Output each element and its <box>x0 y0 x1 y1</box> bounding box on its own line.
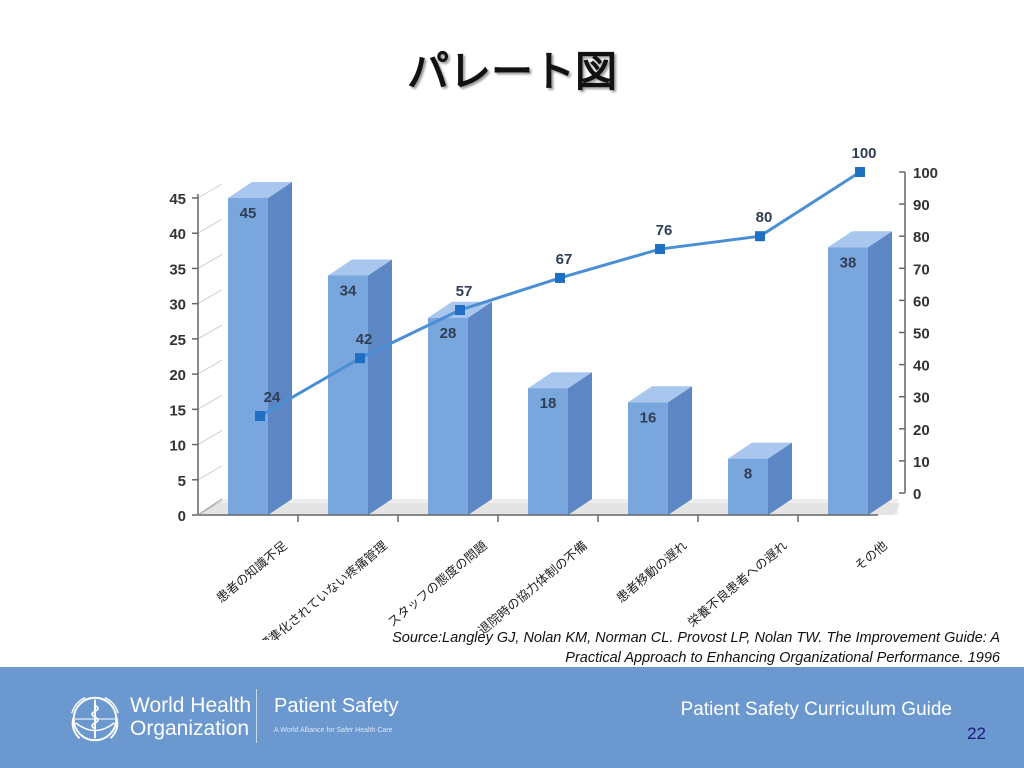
bar-value-label-1: 34 <box>340 282 357 299</box>
right-tick-label-40: 40 <box>913 358 930 375</box>
category-label-5: 栄養不良患者への遅れ <box>685 537 791 629</box>
left-gridline-25 <box>197 324 223 340</box>
category-label-2: スタッフの態度の問題 <box>385 537 491 629</box>
left-gridline-10 <box>197 430 223 445</box>
category-label-0: 患者の知識不足 <box>213 537 290 605</box>
chart-bars <box>228 182 892 516</box>
x-axis-depth <box>197 498 223 516</box>
chart-cumulative-line <box>255 167 865 421</box>
cumulative-label-3: 67 <box>556 251 573 268</box>
cumulative-point-3 <box>555 272 565 283</box>
bar-value-label-6: 38 <box>840 254 857 271</box>
right-tick-label-30: 30 <box>913 390 930 407</box>
left-gridline-35 <box>197 254 223 269</box>
left-gridline-30 <box>197 289 223 305</box>
right-tick-label-70: 70 <box>913 261 930 278</box>
right-tick-label-80: 80 <box>913 229 930 246</box>
cumulative-point-5 <box>755 231 765 242</box>
cumulative-label-2: 57 <box>456 283 473 300</box>
bar-value-label-3: 18 <box>540 395 557 412</box>
who-line-2: Organization <box>130 717 250 740</box>
left-gridline-20 <box>197 359 223 375</box>
bar-side-5 <box>768 442 792 515</box>
category-label-4: 患者移動の遅れ <box>613 537 690 605</box>
right-tick-label-0: 0 <box>913 486 921 503</box>
cumulative-label-5: 80 <box>756 209 773 226</box>
left-tick-label-0: 0 <box>178 508 186 525</box>
bar-value-label-2: 28 <box>440 325 457 342</box>
left-tick-label-25: 25 <box>169 332 186 349</box>
bar-side-2 <box>468 301 492 515</box>
pareto-chart: 0 5 10 15 20 25 30 35 40 45 0 10 20 30 40 50 60 70 80 90 100… <box>169 145 938 640</box>
bar-0 <box>228 198 268 515</box>
page-number: 22 <box>967 724 986 743</box>
chart-axes <box>192 171 906 522</box>
bar-top-3 <box>528 372 592 389</box>
bar-side-0 <box>268 182 292 515</box>
bar-5 <box>728 458 768 515</box>
left-gridline-5 <box>197 465 223 481</box>
source-citation: Source:Langley GJ, Nolan KM, Norman CL. … <box>240 628 1000 668</box>
bar-top-6 <box>828 231 892 248</box>
chart-gridlines <box>197 183 223 516</box>
right-tick-label-10: 10 <box>913 454 930 471</box>
bar-side-1 <box>368 259 392 515</box>
who-emblem-icon <box>71 696 119 742</box>
bar-side-6 <box>868 231 892 516</box>
cumulative-point-2 <box>455 305 465 316</box>
bar-2 <box>428 317 468 515</box>
patient-safety-subtitle: A World Alliance for Safer Health Care <box>274 727 393 734</box>
right-tick-label-90: 90 <box>913 197 930 214</box>
category-label-3: 退院時の協力体制の不備 <box>475 538 590 638</box>
right-tick-label-20: 20 <box>913 422 930 439</box>
bar-side-3 <box>568 372 592 515</box>
category-label-6: その他 <box>852 537 891 573</box>
bar-4 <box>628 402 668 515</box>
who-line-1: World Health <box>130 694 251 717</box>
patient-safety-title: Patient Safety <box>274 695 399 717</box>
cumulative-point-0 <box>255 410 265 421</box>
right-tick-label-60: 60 <box>913 293 930 310</box>
bar-top-5 <box>728 442 792 459</box>
curriculum-guide-label: Patient Safety Curriculum Guide <box>680 699 952 720</box>
source-line-2: Practical Approach to Enhancing Organiza… <box>565 650 1000 666</box>
slide-title: パレート図 <box>406 47 617 96</box>
left-tick-label-5: 5 <box>178 473 186 490</box>
cumulative-label-1: 42 <box>356 331 373 348</box>
bar-1 <box>328 275 368 515</box>
bar-value-label-4: 16 <box>640 409 657 426</box>
bar-side-4 <box>668 386 692 515</box>
bar-value-label-0: 45 <box>240 205 257 222</box>
source-line-1: Source:Langley GJ, Nolan KM, Norman CL. … <box>392 630 1000 646</box>
footer-bar: World Health Organization Patient Safety… <box>0 667 1024 768</box>
left-gridline-40 <box>197 218 223 234</box>
cumulative-label-6: 100 <box>851 145 876 162</box>
footer-divider <box>256 689 257 743</box>
right-tick-label-100: 100 <box>913 165 938 182</box>
left-gridline-15 <box>197 394 223 410</box>
bar-3 <box>528 388 568 515</box>
cumulative-point-4 <box>655 244 665 255</box>
cumulative-point-1 <box>355 353 365 364</box>
left-tick-label-15: 15 <box>169 402 186 419</box>
cumulative-label-0: 24 <box>264 389 281 406</box>
left-tick-label-45: 45 <box>169 191 186 208</box>
left-tick-label-30: 30 <box>169 297 186 314</box>
right-tick-label-50: 50 <box>913 326 930 343</box>
left-tick-label-40: 40 <box>169 226 186 243</box>
who-wordmark: World Health Organization <box>130 694 251 740</box>
left-tick-label-35: 35 <box>169 261 186 278</box>
bar-6 <box>828 247 868 516</box>
left-tick-label-20: 20 <box>169 367 186 384</box>
left-tick-label-10: 10 <box>169 438 186 455</box>
bar-value-label-5: 8 <box>744 466 752 483</box>
bar-top-0 <box>228 182 292 198</box>
bar-top-1 <box>328 259 392 276</box>
bar-top-4 <box>628 386 692 403</box>
cumulative-point-6 <box>855 167 865 177</box>
cumulative-label-4: 76 <box>656 222 673 239</box>
left-gridline-45 <box>197 183 223 199</box>
